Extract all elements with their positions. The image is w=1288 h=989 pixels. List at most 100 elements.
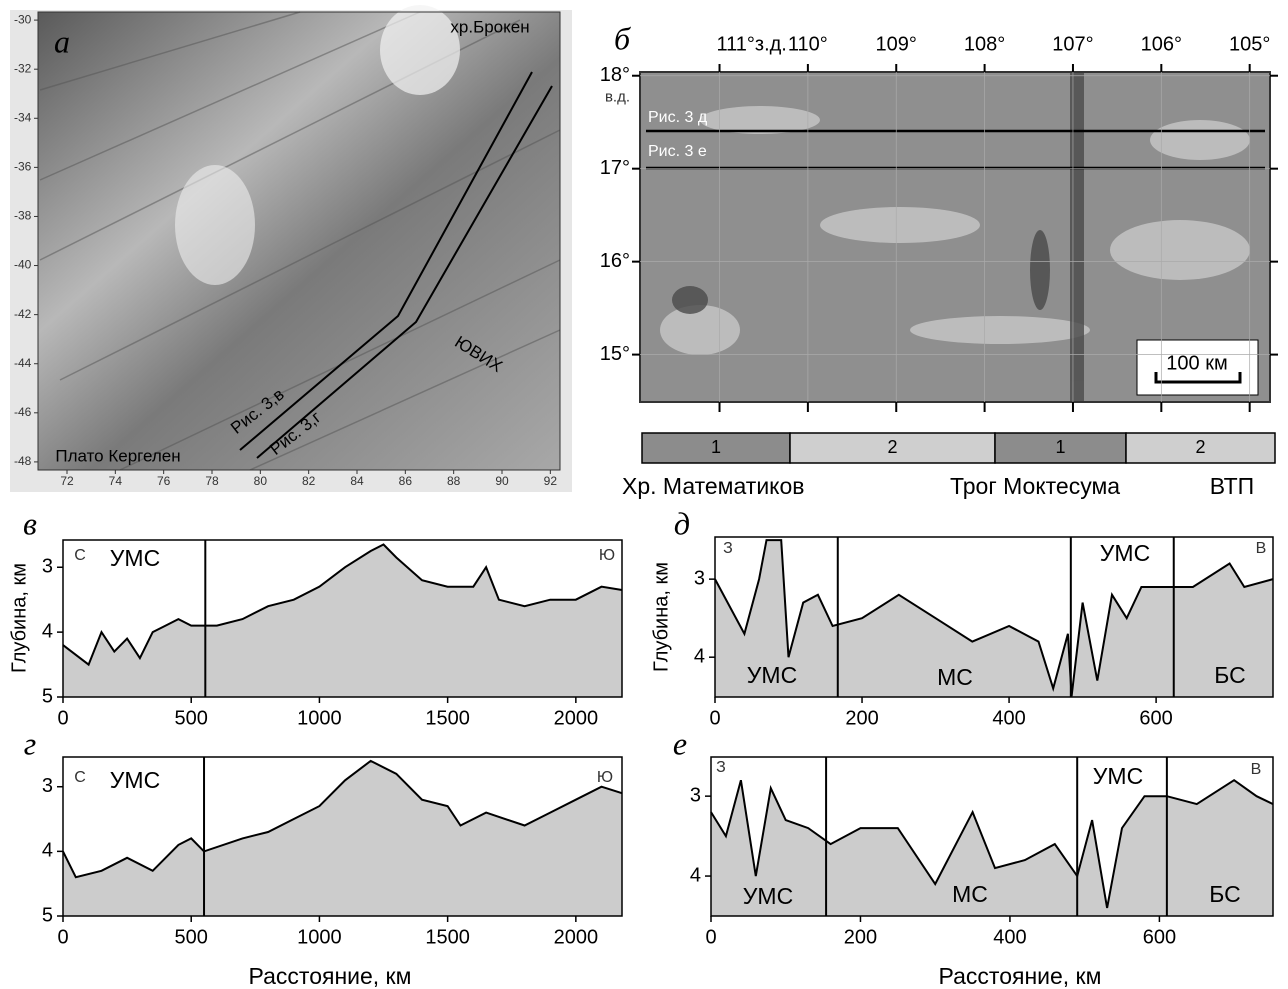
scale-bar (1154, 372, 1242, 384)
y-tick-label: 4 (694, 645, 705, 667)
x-tick-label: 1500 (425, 926, 470, 948)
y-tick-label: 5 (42, 904, 53, 926)
x-tick-label: 0 (705, 926, 716, 948)
plot-frame (62, 756, 623, 917)
annotation: З (723, 540, 733, 557)
annotation: УМС (747, 662, 797, 688)
x-axis-label: Расстояние, км (939, 963, 1102, 989)
x-tick-label: 2000 (554, 926, 599, 948)
contour-texture (672, 72, 1084, 402)
y-tick-label: -48 (14, 454, 32, 468)
annotation: УМС (110, 545, 160, 571)
x-tick-label: 107° (1052, 33, 1093, 55)
annotation: Ю (597, 769, 613, 786)
annotation: МС (937, 664, 973, 690)
x-tick-label: 80 (254, 474, 268, 488)
profile-area (715, 540, 1273, 697)
x-tick-label: 90 (495, 474, 509, 488)
annotation: Плато Кергелен (55, 446, 180, 465)
x-tick-label: 0 (57, 707, 68, 729)
x-tick-label: 2000 (554, 707, 599, 729)
plot-frame (710, 756, 1274, 917)
legend-label: 1 (711, 437, 721, 457)
x-tick-label: 400 (992, 707, 1025, 729)
annotation: С (74, 769, 86, 786)
y-tick-label: -40 (14, 258, 32, 272)
x-tick-label: 0 (709, 707, 720, 729)
plot-frame (62, 539, 623, 698)
x-tick-label: 600 (1143, 926, 1176, 948)
annotation: УМС (110, 767, 160, 793)
y-tick-label: 3 (694, 567, 705, 589)
y-tick-label: -42 (14, 307, 32, 321)
legend-name: Трог Моктесума (950, 473, 1120, 499)
y-tick-label: 15° (600, 343, 630, 365)
annotation: МС (952, 881, 988, 907)
profile-line (62, 759, 623, 879)
x-tick-label: 500 (175, 707, 208, 729)
annotation: хр.Брокен (450, 17, 529, 36)
map-frame (639, 71, 1271, 403)
relief-map (38, 12, 560, 470)
x-tick-label: 86 (399, 474, 413, 488)
x-tick-label: 200 (844, 926, 877, 948)
annotation: В (1251, 761, 1262, 778)
annotation: УМС (1100, 540, 1150, 566)
y-tick-label: 18° (600, 64, 630, 86)
annotation: З (716, 759, 726, 776)
x-tick-label: 88 (447, 474, 461, 488)
annotation: С (74, 547, 86, 564)
relief-highlight (175, 165, 255, 285)
relief-texture (39, 11, 561, 471)
annotation: УМС (1093, 763, 1143, 789)
profile-track (256, 85, 553, 459)
x-tick-label: 600 (1139, 707, 1172, 729)
x-tick-label: 108° (964, 33, 1005, 55)
y-tick-label: -46 (14, 405, 32, 419)
annotation: Рис. 3 д (648, 109, 708, 126)
legend-label: 2 (887, 437, 897, 457)
x-tick-label: 200 (845, 707, 878, 729)
y-axis-label: Глубина, км (650, 562, 672, 672)
scale-box (1136, 339, 1259, 396)
plot-frame (714, 536, 1274, 698)
panel-label: е (673, 725, 687, 761)
y-tick-label: -30 (14, 12, 32, 26)
y-tick-label: 4 (42, 620, 53, 642)
panel-label: в (23, 505, 37, 541)
legend-name: Хр. Математиков (622, 473, 805, 499)
x-tick-label: 500 (175, 926, 208, 948)
x-tick-label: 74 (109, 474, 123, 488)
x-tick-label: 78 (205, 474, 219, 488)
x-tick-label: 109° (876, 33, 917, 55)
y-tick-label: -34 (14, 110, 32, 124)
x-tick-label: 84 (350, 474, 364, 488)
y-tick-label: 4 (42, 840, 53, 862)
x-tick-label: 72 (60, 474, 74, 488)
panel-label: б (614, 20, 631, 56)
x-tick-label: 106° (1141, 33, 1182, 55)
x-tick-label: 110° (788, 33, 828, 55)
profile-line (714, 539, 1274, 697)
annotation: Ю (599, 547, 615, 564)
legend-swatch (994, 432, 1127, 464)
legend-swatch (789, 432, 996, 464)
x-tick-label: 105° (1229, 33, 1270, 55)
relief-highlight (380, 5, 460, 95)
annotation: Рис. 3 е (648, 143, 707, 160)
map-frame (37, 11, 561, 471)
x-tick-label: 1000 (297, 926, 342, 948)
profile-track (239, 71, 533, 451)
profile-area (63, 760, 622, 916)
profile-line (62, 543, 623, 667)
x-tick-label: 1500 (425, 707, 470, 729)
legend-label: 1 (1055, 437, 1065, 457)
y-tick-label: -36 (14, 160, 32, 174)
y-tick-label: 3 (690, 784, 701, 806)
annotation: БС (1214, 662, 1245, 688)
y-tick-label: 3 (42, 775, 53, 797)
y-tick-note: в.д. (605, 89, 630, 106)
annotation: БС (1209, 881, 1240, 907)
legend-name: ВТП (1210, 473, 1254, 499)
